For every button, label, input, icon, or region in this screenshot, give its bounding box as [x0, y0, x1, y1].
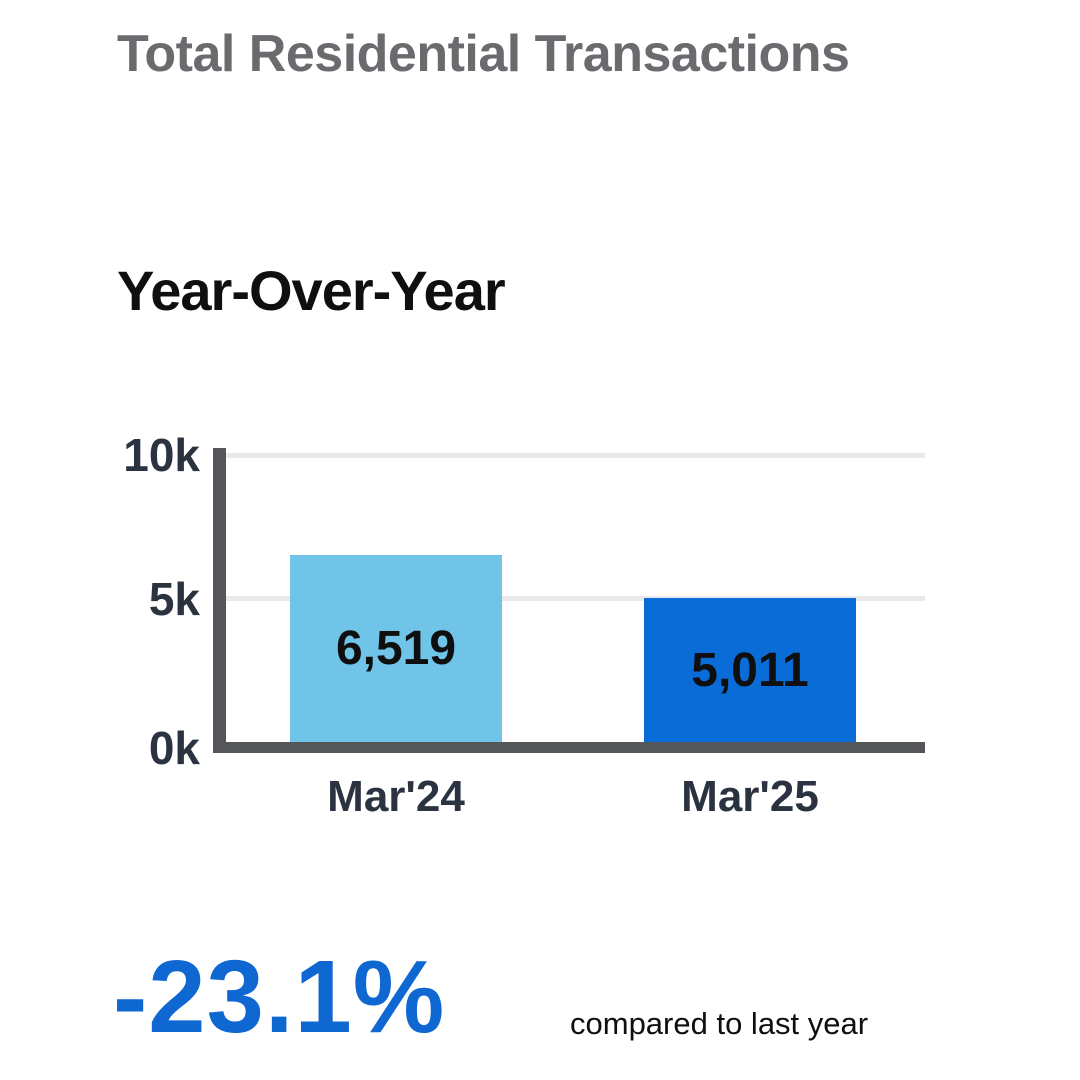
x-tick-label-Mar'24: Mar'24: [327, 772, 465, 821]
section-heading: Year-Over-Year: [117, 259, 506, 322]
yoy-change-percent: -23.1%: [113, 939, 446, 1054]
x-tick-label-Mar'25: Mar'25: [681, 772, 819, 821]
bar-value-label: 5,011: [691, 643, 809, 697]
bar-chart: 6,519 5,011 0k 5k 10k Mar'24 Mar'25: [0, 432, 1080, 840]
y-tick-label-0k: 0k: [148, 721, 200, 774]
gridline-5k: [226, 596, 925, 601]
bar-value-label: 6,519: [335, 621, 457, 675]
page-title: Total Residential Transactions: [117, 25, 850, 83]
y-tick-label-10k: 10k: [123, 429, 200, 481]
yoy-change-caption: compared to last year: [570, 1006, 869, 1041]
bar-Mar'25: 5,011: [644, 598, 856, 742]
y-tick-label-5k: 5k: [148, 572, 200, 625]
bar-Mar'24: 6,519: [290, 554, 502, 742]
y-axis-line: [213, 448, 226, 753]
gridline-10k: [226, 452, 925, 458]
x-axis-line: [213, 742, 925, 753]
